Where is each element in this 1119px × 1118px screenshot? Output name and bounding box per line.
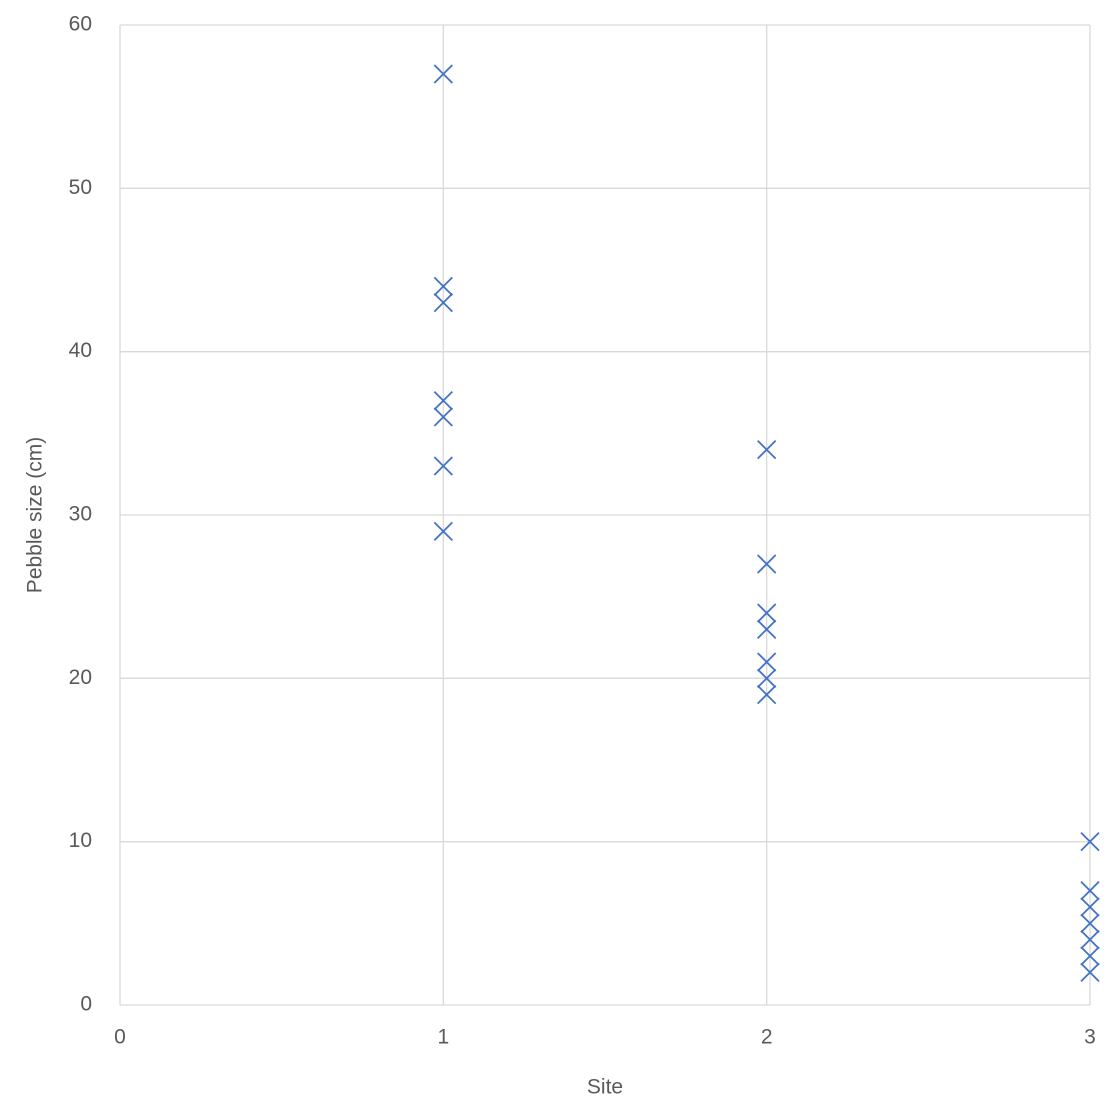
marker [757,668,777,688]
y-tick-label: 60 [69,13,92,36]
marker [757,685,777,705]
y-tick-label: 10 [69,829,92,852]
marker [433,407,453,427]
marker [1080,897,1100,917]
marker [433,391,453,411]
x-tick-label: 3 [1084,1026,1096,1049]
marker [433,521,453,541]
x-tick-label: 2 [761,1026,773,1049]
marker [433,293,453,313]
marker [433,64,453,84]
x-axis-title: Site [587,1076,623,1099]
y-tick-label: 50 [69,176,92,199]
y-tick-label: 30 [69,503,92,526]
y-tick-label: 40 [69,339,92,362]
marker [433,456,453,476]
marker [1080,930,1100,950]
marker [1080,962,1100,982]
marker [757,554,777,574]
x-tick-label: 1 [437,1026,449,1049]
x-tick-label: 0 [114,1026,126,1049]
y-tick-label: 0 [80,993,92,1016]
marker [757,652,777,672]
marker [1080,946,1100,966]
marker [757,619,777,639]
y-axis-title: Pebble size (cm) [24,437,47,593]
marker [757,440,777,460]
marker [433,276,453,296]
y-tick-label: 20 [69,666,92,689]
marker [1080,913,1100,933]
marker [1080,832,1100,852]
marker [757,603,777,623]
marker [1080,881,1100,901]
